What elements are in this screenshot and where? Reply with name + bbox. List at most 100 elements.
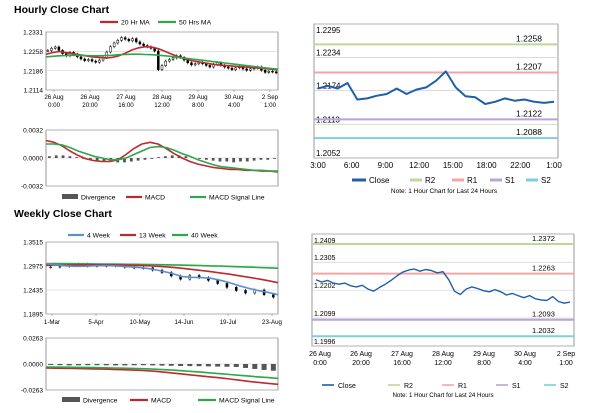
price-candle-body [127,38,131,42]
divergence-bar [218,158,222,162]
x-tick-label: 29 Aug [188,94,208,101]
legend-label: S2 [560,383,569,390]
price-candle-body [98,59,101,63]
divergence-bar [211,158,215,161]
divergence-bar [131,364,137,366]
price-candle-body [193,63,197,66]
divergence-bar [102,158,106,162]
x-tick-label: 30 Aug [224,94,244,101]
x-tick-label: 1-Mar [44,319,60,326]
y-tick-label: 0.0000 [23,362,43,369]
legend-label: 4 Week [87,233,111,240]
y-tick-label: 1.2305 [314,255,336,262]
divergence-bar [233,364,239,367]
close-line [315,268,571,304]
divergence-bar [198,158,201,159]
divergence-bar [245,158,249,162]
divergence-bar [243,364,249,368]
x-tick-label: 26 Aug [44,94,64,101]
price-candle-body [123,37,127,40]
x-tick-label: 4:00 [518,360,532,367]
weekly-candle-body [49,266,52,269]
price-candle-body [234,67,237,70]
divergence-bar [150,158,154,159]
x-tick-label: 15:00 [443,161,464,170]
divergence-bar [88,158,92,160]
x-tick-label: 0:00 [48,102,61,109]
hourly-section-title: Hourly Close Chart [14,4,110,16]
divergence-bar [168,364,174,366]
y-tick-label: 0.0032 [23,128,43,135]
x-tick-label: 18:00 [477,161,498,170]
divergence-bar [75,364,81,366]
divergence-bar [196,364,202,367]
divergence-bar [273,158,276,159]
price-candle-body [109,46,112,53]
price-candle-body [116,40,120,44]
price-candle-body [171,57,175,60]
x-tick-label: 5-Apr [88,319,103,326]
y-tick-label: 1.2435 [23,288,43,295]
divergence-bar [225,158,229,162]
x-tick-label: 19-Jul [220,319,237,326]
chart-note: Note: 1 Hour Chart for Last 24 Hours [392,392,493,399]
price-candle-body [112,42,116,47]
y-tick-label: 1.1996 [314,339,336,346]
price-candle-body [138,41,142,45]
weekly-candle-body [58,266,62,268]
divergence-bar [48,156,51,158]
price-candle-body [50,48,53,51]
divergence-bar [159,364,165,366]
price-candle-body [46,50,50,52]
x-tick-label: 16:00 [393,360,411,367]
y-tick-label: -0.0263 [21,388,43,395]
legend-label: R2 [404,383,413,390]
divergence-bar [184,156,188,158]
hourly-macd-panel: 0.0032 0.0000 -0.0032 Divergence MACD MACD Si… [0,124,290,206]
pivot-level-label: 1.2122 [516,108,542,118]
legend-label: 50 Hrs MA [179,20,212,27]
y-tick-label: 1.2258 [23,49,43,56]
legend-label: R1 [467,176,478,185]
divergence-bar [178,364,184,366]
legend-label: MACD [151,398,171,405]
y-tick-label: 1.2202 [314,283,336,290]
divergence-bar [129,158,133,162]
y-tick-label: 1.2975 [23,264,43,271]
hourly-pivot-panel: 1.22951.22341.21741.21131.20521.22581.22… [300,14,600,208]
x-tick-label: 26 Aug [80,94,100,101]
y-tick-label: 1.2099 [314,311,336,318]
x-tick-label: 20:00 [82,102,98,109]
ma-4-week-line [45,262,279,296]
x-tick-label: 1:00 [546,161,562,170]
legend-label: R1 [458,383,467,390]
y-tick-label: 0.0000 [23,156,43,163]
legend-label: 40 Week [191,233,218,240]
price-candle-body [120,37,123,41]
legend-label: S1 [512,383,521,390]
x-tick-label: 10-May [130,319,152,326]
x-tick-label: 8:00 [477,360,491,367]
price-candle-body [271,71,274,73]
macd-line [45,139,279,173]
divergence-bar [170,155,174,158]
legend-label: MACD Signal Line [219,398,275,405]
divergence-bar [150,364,156,366]
divergence-bar [204,158,208,160]
price-candle-body [90,59,94,62]
x-tick-label: 12:00 [154,102,170,109]
pivot-level-label: 1.2088 [516,127,542,137]
divergence-bar [270,364,276,371]
x-tick-label: 30 Aug [514,351,536,358]
divergence-bar [259,158,263,160]
x-tick-label: 23-Aug [262,319,283,326]
divergence-bar [266,158,270,160]
x-tick-label: 27 Aug [391,351,413,358]
legend-label: R2 [425,176,436,185]
divergence-bar [61,155,65,158]
divergence-bar [123,158,126,163]
divergence-bar [68,156,72,158]
x-tick-label: 14-Jun [175,319,194,326]
divergence-bar [140,364,146,366]
y-tick-label: 0.0263 [23,336,43,343]
